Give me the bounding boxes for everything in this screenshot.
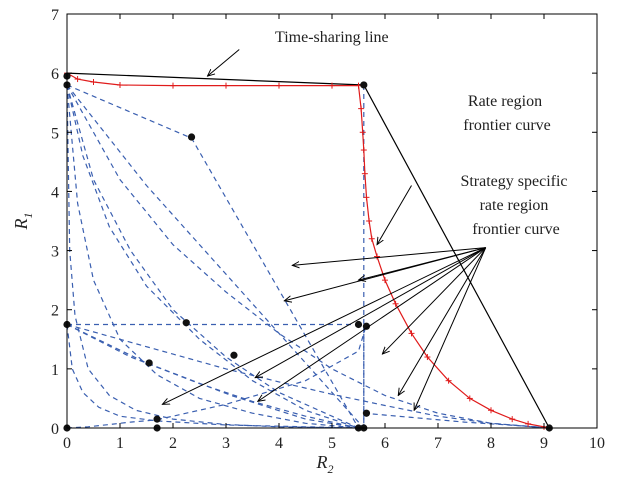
frontier-marker	[170, 82, 176, 89]
frontier-marker	[374, 253, 381, 260]
strategy-curve	[66, 323, 550, 429]
rate-point	[354, 320, 363, 329]
rate-point	[362, 409, 371, 417]
y-tick-label: 6	[51, 66, 59, 83]
rate-point	[145, 359, 153, 367]
rate-point	[360, 81, 368, 89]
rate-point	[153, 415, 161, 423]
frontier-marker	[525, 420, 532, 427]
x-tick-label: 1	[116, 435, 124, 452]
x-axis-title: R2	[316, 452, 334, 476]
frontier-marker	[366, 218, 373, 224]
frontier-marker	[276, 82, 282, 89]
strategy-curve	[156, 324, 368, 421]
frontier-marker	[424, 354, 431, 361]
annotation-arrow	[292, 247, 486, 266]
annotation-arrow	[398, 247, 487, 396]
y-tick-label: 5	[51, 125, 59, 142]
frontier-marker	[445, 377, 452, 384]
annotation-strategy-frontier: Strategy specific rate region frontier c…	[460, 173, 571, 238]
y-tick-label: 4	[51, 184, 59, 201]
y-tick-label: 2	[51, 303, 59, 320]
y-tick-label: 0	[51, 421, 59, 438]
frontier-marker	[359, 129, 366, 136]
annotation-arrow	[377, 185, 412, 245]
y-tick-label: 3	[51, 244, 59, 261]
rate-region-frontier-curve	[66, 72, 550, 429]
annotation-arrow	[359, 247, 486, 281]
frontier-marker	[117, 81, 123, 88]
strategy-curve	[66, 84, 359, 429]
frontier-marker	[368, 235, 375, 242]
frontier-marker	[466, 395, 473, 402]
y-axis-title: R1	[11, 213, 35, 231]
frontier-marker	[74, 76, 81, 83]
rate-point	[230, 351, 238, 359]
x-tick-label: 0	[63, 435, 71, 452]
annotation-time-sharing: Time-sharing line	[275, 29, 389, 46]
frontier-marker	[488, 407, 494, 414]
y-tick-label: 7	[51, 7, 59, 24]
frontier-marker	[329, 82, 335, 89]
annotation-rate-region-frontier: Rate region frontier curve	[463, 93, 551, 134]
frontier-marker	[392, 300, 399, 307]
x-axis: 0 1 2 3 4 5 6 7 8 9 10	[63, 14, 605, 452]
annotation-arrow	[255, 247, 486, 378]
annotation-arrow	[258, 247, 486, 402]
y-axis: 0 1 2 3 4 5 6 7	[51, 7, 597, 438]
strategy-curve	[66, 323, 359, 429]
frontier-marker	[408, 330, 415, 337]
strategy-curve	[66, 84, 359, 429]
rate-point	[187, 133, 196, 141]
frontier-marker	[358, 105, 365, 112]
frontier-marker	[223, 82, 229, 89]
frontier-marker	[360, 147, 367, 154]
strategy-curve	[66, 419, 158, 429]
strategy-curve	[67, 323, 365, 428]
x-tick-label: 8	[487, 435, 495, 452]
x-tick-label: 3	[222, 435, 230, 452]
rate-point	[182, 319, 190, 327]
strategy-curve	[66, 84, 360, 429]
strategy-curve	[66, 323, 359, 429]
strategy-curve	[66, 84, 359, 429]
x-tick-label: 2	[169, 435, 177, 452]
plot-area	[63, 49, 553, 432]
x-tick-label: 9	[540, 435, 548, 452]
annotation-arrow	[414, 247, 487, 411]
x-tick-label: 10	[589, 435, 605, 452]
frontier-marker	[361, 170, 368, 177]
frontier-marker	[363, 194, 370, 201]
annotation-arrow	[382, 247, 487, 354]
x-tick-label: 5	[328, 435, 336, 452]
rate-point	[362, 322, 371, 330]
frontier-marker	[90, 79, 97, 86]
x-tick-label: 7	[434, 435, 442, 452]
annotation-arrow	[207, 49, 240, 76]
strategy-curve	[66, 324, 364, 429]
frontier-marker	[382, 277, 388, 284]
x-tick-label: 6	[381, 435, 389, 452]
annotation-arrow	[162, 247, 486, 405]
x-tick-label: 4	[275, 435, 283, 452]
strategy-curve	[66, 84, 365, 429]
strategy-curve	[66, 84, 550, 429]
frontier-marker	[509, 416, 516, 423]
y-tick-label: 1	[51, 362, 59, 379]
strategy-curve	[66, 84, 359, 429]
